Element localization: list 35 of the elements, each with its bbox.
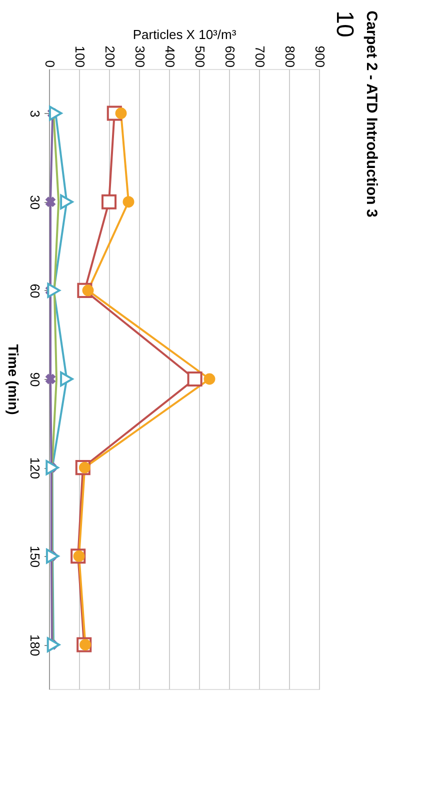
x-tick-label: 500 [192, 46, 208, 68]
point [47, 282, 60, 298]
point [187, 371, 202, 387]
point [204, 373, 216, 385]
point [45, 374, 56, 384]
point [60, 371, 74, 387]
point [45, 196, 56, 208]
y-tick-label: 3 [28, 110, 42, 118]
point [101, 194, 117, 210]
x-tick-label: 100 [72, 46, 88, 68]
point [48, 106, 62, 121]
y-tick-label: 180 [28, 634, 42, 656]
y-axis-title: Time (min) [6, 344, 22, 415]
x-tick-label: 0 [42, 60, 58, 68]
x-tick-label: 700 [252, 46, 268, 68]
point [122, 196, 134, 208]
y-tick-label: 120 [28, 457, 42, 479]
x-tick-label: 600 [222, 46, 238, 68]
y-tick-label: 150 [28, 546, 42, 568]
text: 10 [331, 10, 358, 38]
x-tick-label: 800 [282, 46, 298, 68]
x-tick-label: 900 [312, 46, 328, 68]
x-tick-label: 200 [102, 46, 118, 68]
x-axis-title: Particles X 10³/m³ [132, 26, 237, 42]
y-tick-label: 60 [28, 284, 42, 298]
point [60, 194, 74, 210]
text: Carpet 2 - ATD Introduction 3 [363, 10, 380, 218]
y-tick-label: 30 [28, 195, 42, 210]
x-tick-label: 400 [162, 46, 178, 68]
point [115, 108, 127, 120]
y-tick-label: 90 [28, 372, 42, 387]
point [46, 548, 60, 564]
x-tick-label: 300 [132, 46, 148, 68]
point [46, 460, 59, 476]
point [46, 637, 60, 652]
